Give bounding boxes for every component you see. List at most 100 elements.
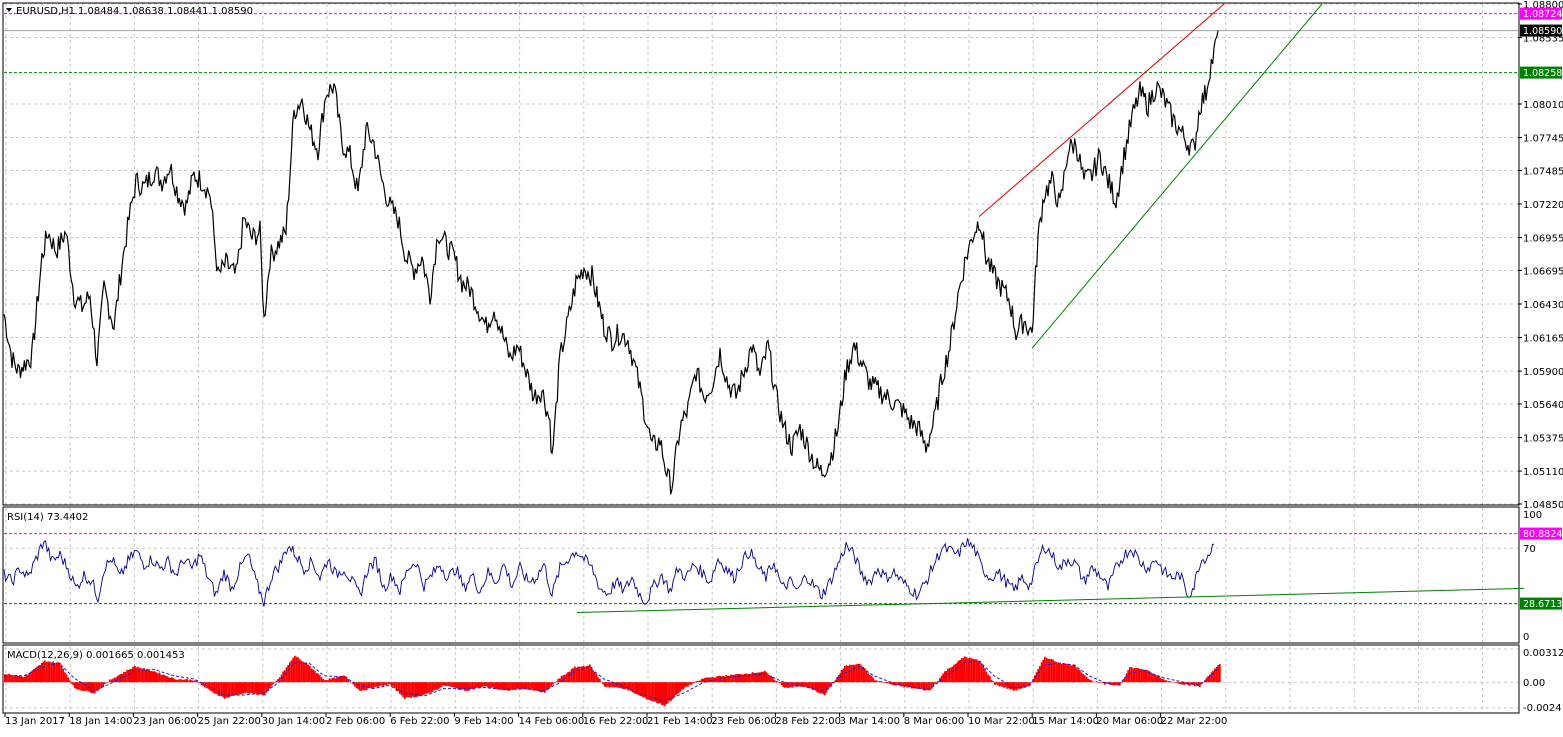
macd-histogram-bar (613, 682, 615, 688)
macd-histogram-bar (417, 682, 420, 696)
macd-histogram-bar (1007, 682, 1010, 689)
macd-histogram-bar (979, 660, 981, 683)
macd-histogram-bar (842, 668, 845, 683)
macd-histogram-bar (805, 682, 808, 687)
macd-histogram-bar (408, 682, 411, 698)
macd-histogram-bar (849, 664, 851, 683)
macd-histogram-bar (1047, 658, 1049, 683)
macd-histogram-bar (230, 682, 232, 696)
macd-histogram-bar (910, 682, 913, 689)
macd-histogram-bar (1184, 682, 1186, 685)
macd-histogram-bar (536, 682, 538, 691)
macd-histogram-bar (496, 682, 498, 690)
macd-histogram-bar (880, 681, 882, 683)
macd-histogram-bar (272, 682, 274, 685)
macd-histogram-bar (1095, 681, 1098, 683)
macd-histogram-bar (67, 677, 69, 683)
macd-histogram-bar (575, 667, 578, 683)
macd-histogram-bar (1154, 674, 1157, 683)
macd-histogram-bar (531, 682, 534, 690)
macd-histogram-bar (870, 675, 873, 683)
macd-histogram-bar (187, 680, 190, 683)
macd-histogram-bar (284, 670, 286, 683)
dropdown-arrow-icon[interactable] (6, 8, 12, 12)
macd-histogram-bar (534, 682, 537, 691)
macd-histogram-bar (753, 673, 755, 683)
macd-histogram-bar (1194, 682, 1196, 687)
macd-histogram-bar (969, 657, 971, 683)
macd-histogram-bar (192, 680, 195, 683)
axis-layer: 13 Jan 2017 18 Jan 14:00 23 Jan 06:00 25 Ja… (4, 0, 1563, 727)
macd-histogram-bar (889, 682, 892, 685)
macd-histogram-bar (740, 674, 743, 683)
macd-histogram-bar (54, 663, 56, 683)
macd-histogram-bar (989, 676, 991, 683)
macd-histogram-bar (479, 682, 482, 688)
macd-histogram-bar (359, 682, 361, 691)
macd-histogram-bar (1148, 671, 1151, 683)
macd-histogram-bar (1109, 682, 1111, 685)
macd-histogram-bar (1153, 674, 1155, 683)
macd-histogram-bar (948, 668, 951, 683)
macd-histogram-bar (382, 682, 384, 687)
macd-histogram-bar (642, 682, 645, 698)
macd-histogram-bar (771, 677, 774, 683)
macd-histogram-bar (1125, 673, 1128, 683)
macd-histogram-bar (345, 676, 348, 683)
price-series-line (3, 30, 1219, 495)
macd-histogram-bar (557, 678, 559, 683)
macd-histogram-bar (704, 677, 706, 683)
macd-histogram-bar (1164, 680, 1166, 683)
macd-histogram-bar (180, 679, 182, 683)
macd-histogram-bar (636, 682, 638, 695)
rsi-support-trendline (576, 587, 1525, 614)
macd-panel-frame (2, 644, 1520, 714)
main-header[interactable]: EURUSD,H1 1.08484 1.08638 1.08441 1.0859… (6, 6, 253, 17)
macd-histogram-bar (748, 673, 751, 683)
macd-histogram-bar (614, 682, 617, 687)
macd-histogram-bar (328, 678, 331, 683)
macd-histogram-bar (739, 673, 742, 683)
macd-histogram-bar (259, 682, 262, 694)
macd-histogram-bar (580, 666, 583, 683)
macd-histogram-bar (161, 674, 164, 683)
macd-histogram-bar (964, 656, 966, 683)
x-axis-label: 6 Feb 22:00 (390, 716, 449, 727)
y-axis-label: 1.06430 (1523, 300, 1563, 311)
macd-histogram-bar (331, 677, 334, 683)
macd-histogram-bar (1202, 682, 1204, 683)
macd-histogram-bar (639, 682, 642, 696)
macd-histogram-bar (239, 682, 242, 695)
x-axis-label: 20 Mar 06:00 (1096, 716, 1163, 727)
macd-histogram-bar (70, 682, 73, 684)
macd-histogram-bar (237, 682, 240, 695)
macd-histogram-bar (1029, 682, 1031, 686)
macd-histogram-bar (487, 682, 489, 688)
macd-histogram-bar (322, 679, 324, 683)
macd-histogram-bar (554, 682, 556, 683)
macd-histogram-bar (859, 663, 861, 683)
macd-histogram-bar (919, 682, 921, 690)
macd-histogram-bar (447, 682, 449, 686)
macd-histogram-bar (1062, 663, 1064, 683)
macd-histogram-bar (1087, 678, 1089, 683)
macd-histogram-bar (1210, 672, 1213, 683)
macd-histogram-bar (1142, 669, 1144, 683)
macd-histogram-bar (1177, 682, 1180, 684)
macd-histogram-bar (500, 682, 503, 690)
macd-histogram-bar (369, 682, 371, 688)
macd-histogram-bar (1055, 662, 1058, 683)
macd-histogram-bar (307, 664, 309, 683)
macd-histogram-bar (1144, 669, 1146, 683)
symbol-label: EURUSD,H1 (16, 6, 75, 17)
macd-histogram-bar (940, 675, 943, 683)
y-axis-label: 1.08010 (1523, 100, 1563, 111)
macd-histogram-bar (27, 674, 29, 683)
macd-histogram-bar (309, 666, 311, 683)
macd-histogram-bar (1065, 664, 1068, 683)
macd-histogram-bar (610, 682, 612, 687)
macd-histogram-bar (1042, 659, 1044, 683)
macd-histogram-bar (997, 682, 999, 686)
macd-histogram-bar (416, 682, 418, 697)
macd-histogram-bar (355, 682, 358, 688)
